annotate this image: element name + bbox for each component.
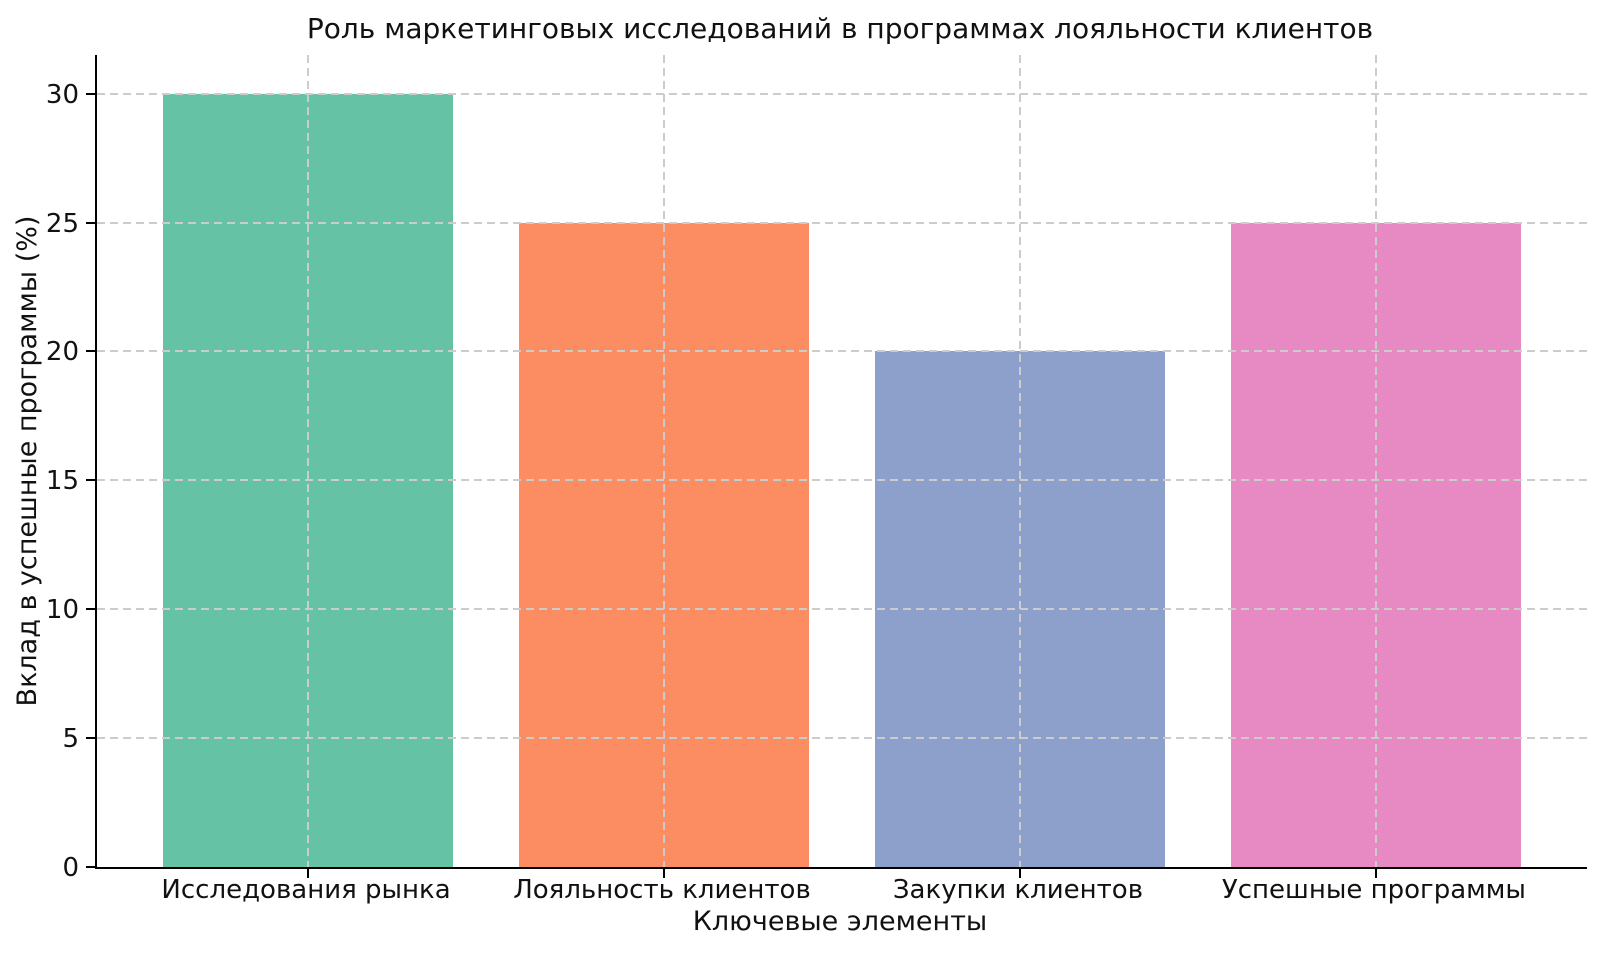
y-tick-mark-25 bbox=[86, 221, 95, 224]
y-tick-label-0: 0 bbox=[62, 853, 79, 883]
x-axis-label: Ключевые элементы bbox=[692, 906, 988, 937]
x-tick-mark-0 bbox=[307, 869, 310, 878]
x-tick-mark-2 bbox=[1018, 869, 1021, 878]
x-tick-mark-1 bbox=[663, 869, 666, 878]
y-tick-label-10: 10 bbox=[45, 595, 79, 626]
bar-0 bbox=[163, 93, 454, 867]
y-tick-mark-20 bbox=[86, 350, 95, 353]
y-tick-label-30: 30 bbox=[45, 79, 79, 110]
y-tick-label-20: 20 bbox=[45, 337, 79, 368]
x-tick-label-0: Исследования рынка bbox=[161, 875, 451, 905]
plot-area bbox=[86, 55, 1587, 878]
bar-1 bbox=[519, 222, 810, 867]
x-tick-label-2: Закупки клиентов bbox=[892, 875, 1144, 905]
y-tick-mark-30 bbox=[86, 92, 95, 95]
y-tick-mark-10 bbox=[86, 608, 95, 611]
x-tick-mark-3 bbox=[1374, 869, 1377, 878]
bar-3 bbox=[1230, 222, 1521, 867]
y-tick-label-15: 15 bbox=[45, 466, 79, 497]
y-tick-mark-5 bbox=[86, 737, 95, 740]
y-tick-mark-0 bbox=[86, 866, 95, 868]
chart-title: Роль маркетинговых исследований в програ… bbox=[306, 12, 1374, 45]
x-tick-label-3: Успешные программы bbox=[1221, 875, 1526, 905]
y-tick-label-5: 5 bbox=[62, 724, 79, 755]
y-tick-mark-15 bbox=[86, 479, 95, 482]
y-tick-label-25: 25 bbox=[45, 208, 79, 239]
bar-2 bbox=[874, 351, 1165, 867]
x-tick-label-1: Лояльность клиентов bbox=[513, 875, 811, 905]
y-axis-label: Вклад в успешные программы (%) bbox=[12, 215, 43, 707]
